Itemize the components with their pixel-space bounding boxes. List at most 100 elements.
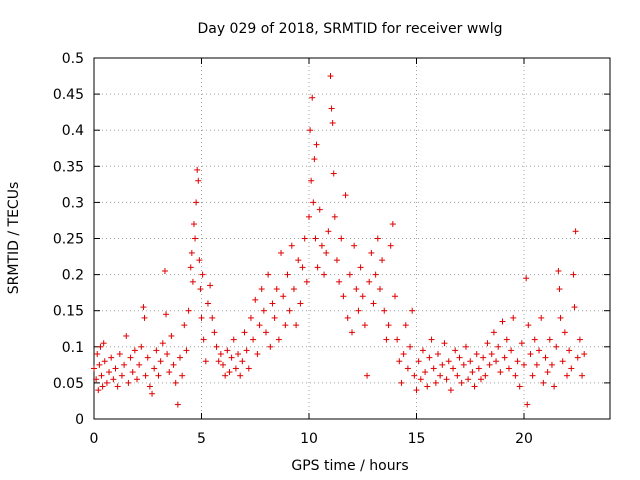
data-point	[579, 372, 586, 379]
data-point	[101, 358, 108, 365]
data-point	[340, 293, 347, 300]
data-point	[564, 372, 570, 379]
data-point	[198, 314, 205, 321]
data-point	[100, 340, 107, 347]
data-point	[166, 369, 173, 376]
data-point	[116, 351, 123, 358]
data-point	[551, 383, 558, 390]
data-point	[409, 307, 416, 314]
y-tick-label: 0.15	[53, 304, 84, 320]
data-point	[155, 372, 162, 379]
data-point	[222, 372, 229, 379]
y-tick-label: 0.05	[53, 376, 84, 392]
data-point	[473, 351, 480, 358]
data-point	[153, 347, 160, 354]
y-tick-label: 0.2	[62, 268, 84, 284]
data-point	[555, 267, 562, 274]
data-point	[110, 376, 117, 383]
data-point	[458, 379, 465, 386]
y-tick-label: 0.5	[62, 51, 84, 67]
data-point	[407, 343, 414, 350]
data-point	[572, 228, 579, 235]
data-point	[559, 358, 566, 365]
data-point	[432, 379, 439, 386]
data-point	[164, 351, 171, 358]
data-point	[342, 192, 349, 199]
data-point	[207, 282, 214, 289]
data-point	[243, 347, 250, 354]
data-point	[353, 286, 360, 293]
data-point	[121, 361, 128, 368]
data-point	[118, 372, 125, 379]
y-tick-label: 0.1	[62, 340, 84, 356]
data-point	[568, 365, 575, 372]
data-point	[404, 365, 411, 372]
data-point	[570, 271, 577, 278]
data-point	[290, 286, 297, 293]
data-point	[430, 365, 437, 372]
data-point	[329, 119, 336, 126]
x-tick-label: 0	[90, 431, 99, 447]
data-point	[349, 329, 355, 336]
data-point	[146, 383, 153, 390]
data-point	[540, 379, 547, 386]
data-point	[280, 293, 287, 300]
data-point	[538, 314, 545, 321]
data-point	[548, 361, 555, 368]
y-tick-label: 0.25	[53, 232, 84, 248]
data-point	[273, 286, 280, 293]
data-point	[250, 336, 257, 343]
data-point	[94, 351, 101, 358]
data-point	[321, 271, 328, 278]
data-point	[422, 369, 429, 376]
data-point	[316, 206, 323, 213]
data-point	[161, 267, 168, 274]
data-point	[469, 369, 476, 376]
data-point	[311, 156, 318, 163]
data-point	[447, 387, 454, 394]
data-point	[288, 242, 295, 249]
data-point	[157, 358, 164, 365]
data-point	[196, 257, 203, 264]
data-point	[230, 336, 237, 343]
data-point	[368, 249, 375, 256]
data-point	[123, 332, 130, 339]
data-point	[450, 365, 457, 372]
data-point	[95, 387, 102, 394]
data-point	[413, 387, 420, 394]
data-point	[359, 293, 366, 300]
axis-ticks: 0 0.05 0.1 0.15 0.2 0.25 0.3 0.35 0.4 0.45 0.5 0 5 10…	[53, 51, 610, 447]
data-point	[465, 376, 472, 383]
data-point	[159, 340, 166, 347]
data-point	[514, 358, 521, 365]
data-point	[330, 170, 337, 177]
data-point	[398, 379, 405, 386]
data-point	[177, 354, 183, 361]
data-points	[91, 73, 588, 408]
data-point	[252, 296, 259, 303]
data-point	[271, 314, 278, 321]
data-point	[278, 249, 285, 256]
data-point	[106, 369, 113, 376]
data-point	[172, 379, 179, 386]
data-point	[141, 314, 148, 321]
data-point	[435, 351, 441, 358]
data-point	[213, 343, 220, 350]
data-point	[235, 351, 242, 358]
y-tick-label: 0.35	[53, 159, 84, 175]
data-point	[306, 213, 312, 220]
y-tick-label: 0.3	[62, 195, 84, 211]
data-point	[194, 166, 201, 173]
data-point	[497, 369, 504, 376]
data-point	[297, 300, 304, 307]
y-axis-label: SRMTID / TECUs	[6, 182, 22, 295]
data-point	[327, 73, 334, 80]
data-point	[387, 242, 394, 249]
data-point	[396, 358, 403, 365]
data-point	[108, 354, 115, 361]
data-point	[424, 383, 431, 390]
data-point	[361, 322, 368, 329]
data-point	[260, 307, 267, 314]
data-point	[571, 304, 578, 311]
